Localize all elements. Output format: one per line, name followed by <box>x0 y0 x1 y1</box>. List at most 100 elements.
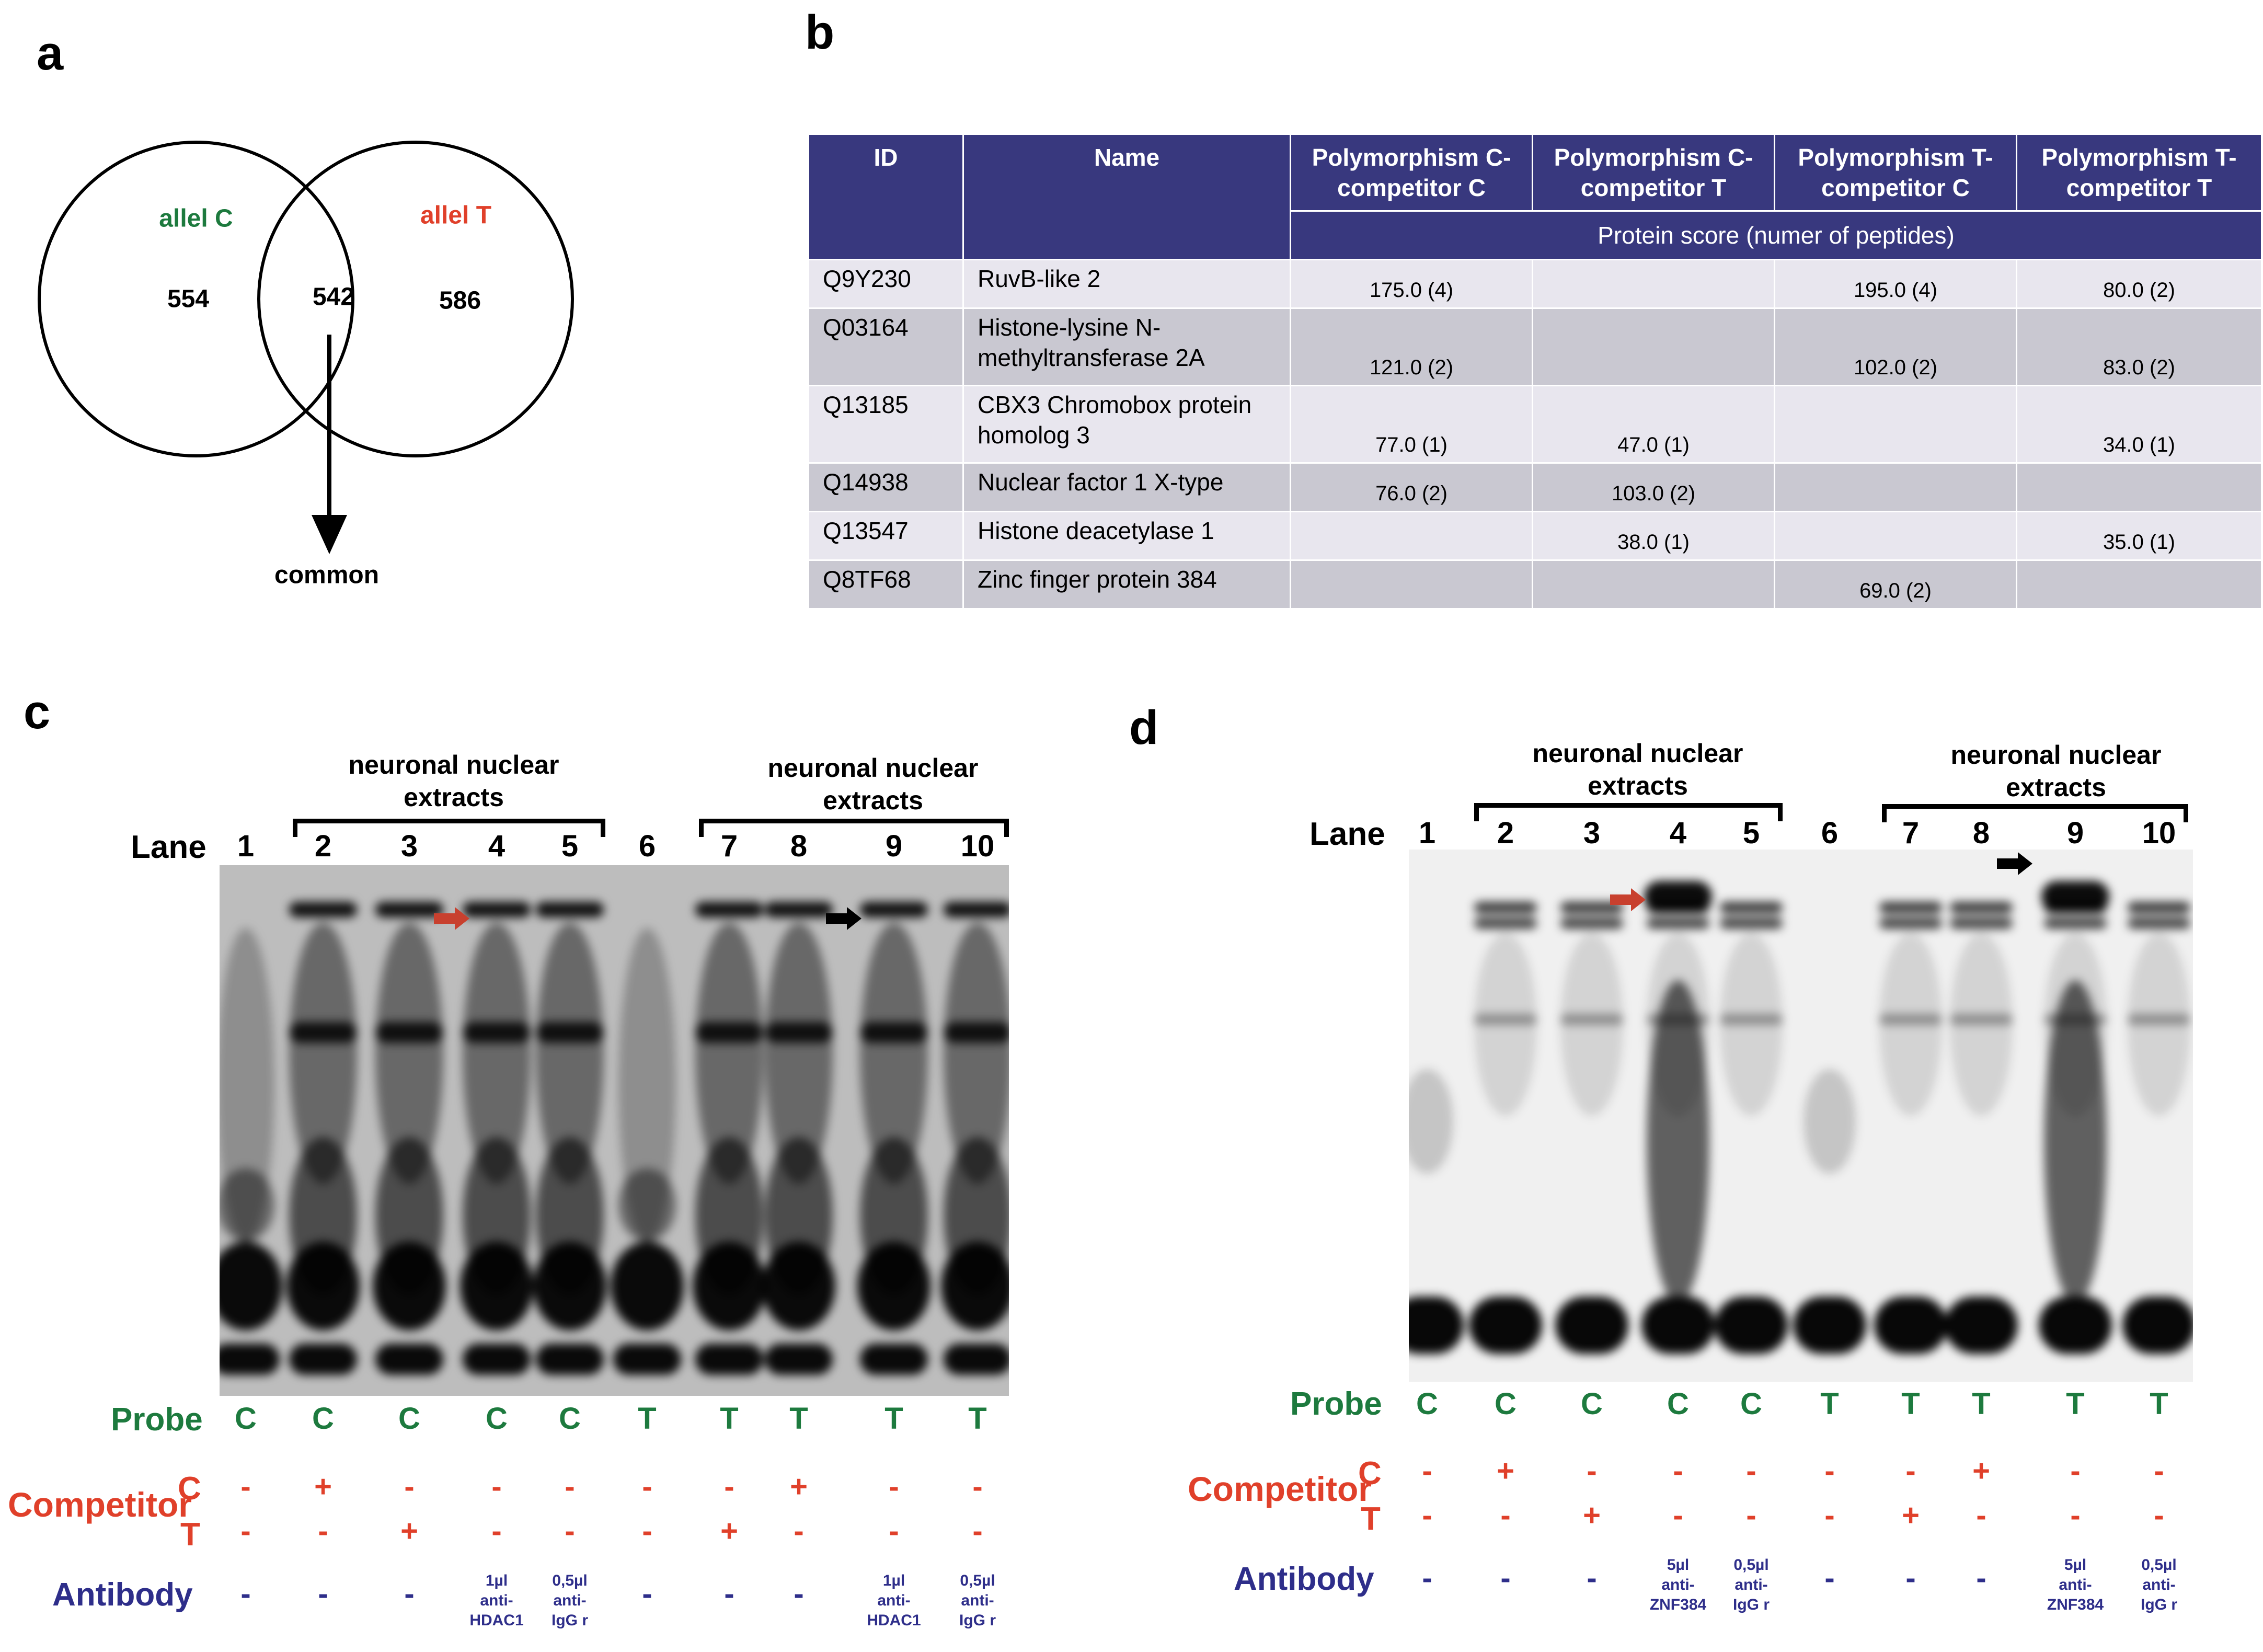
antibody-value: - <box>240 1577 251 1611</box>
gel-band <box>1879 1014 1942 1025</box>
gel-band <box>1647 917 1709 929</box>
antibody-value: - <box>1422 1561 1432 1595</box>
competitor-c-letter: C <box>178 1471 201 1507</box>
table-header-name: Name <box>962 133 1291 260</box>
gel-band <box>220 1168 274 1242</box>
lane-word: Lane <box>131 829 206 865</box>
venn-count-t: 586 <box>439 286 481 315</box>
gel-band <box>2128 902 2190 913</box>
cell-score <box>1532 259 1775 309</box>
probe-value: T <box>884 1402 903 1436</box>
competitor-t-value: - <box>2154 1498 2164 1532</box>
competitor-t-value: - <box>1824 1498 1835 1532</box>
gel-band <box>289 902 357 917</box>
competitor-t-value: + <box>400 1514 418 1548</box>
competitor-t-value: - <box>1746 1498 1756 1532</box>
gel-band <box>1720 1014 1783 1025</box>
competitor-t-value: - <box>1673 1498 1683 1532</box>
competitor-c-value: - <box>724 1470 734 1504</box>
gel-band <box>1474 902 1537 913</box>
probe-value: T <box>968 1402 987 1436</box>
gel-band <box>289 923 357 1184</box>
table-header-ct: Polymorphism C-competitor T <box>1532 133 1775 212</box>
competitor-label: Competitor <box>8 1485 192 1524</box>
competitor-label: Competitor <box>1188 1470 1372 1508</box>
competitor-c-value: - <box>972 1470 983 1504</box>
gel-band <box>220 1344 280 1375</box>
competitor-t-letter: T <box>1361 1501 1381 1537</box>
gel-band <box>1879 917 1942 929</box>
cell-score: 76.0 (2) <box>1290 462 1533 512</box>
competitor-t-value: - <box>491 1514 502 1548</box>
gel-band <box>1874 1297 1947 1354</box>
antibody-value: - <box>1587 1561 1597 1595</box>
antibody-value: 1µl anti-HDAC1 <box>867 1572 921 1629</box>
extract-bracket-left <box>1474 803 1783 821</box>
competitor-c-value: - <box>2070 1454 2081 1488</box>
gel-band <box>220 1242 282 1330</box>
lane-number: 5 <box>561 829 579 863</box>
probe-value: C <box>1667 1387 1689 1421</box>
cell-id: Q03164 <box>808 307 964 386</box>
venn-count-overlap: 542 <box>312 283 355 311</box>
antibody-value: - <box>724 1577 734 1611</box>
antibody-value: 1µl anti-HDAC1 <box>469 1572 524 1629</box>
gel-band <box>375 923 443 1184</box>
lane-number: 10 <box>2142 816 2176 850</box>
competitor-c-value: - <box>1422 1454 1432 1488</box>
cell-name: CBX3 Chromobox protein homolog 3 <box>962 385 1291 464</box>
table-row: Q03164 Histone-lysine N-methyltransferas… <box>808 307 2262 386</box>
gel-band <box>1560 902 1623 913</box>
lane-number: 2 <box>314 829 332 863</box>
cell-score <box>2016 559 2262 610</box>
panel-label-a: a <box>37 27 64 80</box>
gel-band <box>1474 917 1537 929</box>
gel-band <box>2044 980 2107 1304</box>
cell-score: 80.0 (2) <box>2016 259 2262 309</box>
table-header-tt: Polymorphism T-competitor T <box>2016 133 2262 212</box>
extract-bracket-left <box>293 819 605 837</box>
table-header-id: ID <box>808 133 964 260</box>
antibody-value: - <box>1500 1561 1511 1595</box>
gel-band <box>765 923 833 1184</box>
gel-band <box>695 923 763 1184</box>
probe-value: C <box>235 1402 257 1436</box>
competitor-c-value: - <box>565 1470 575 1504</box>
antibody-value: 5µl anti-ZNF384 <box>2047 1556 2104 1613</box>
lane-number: 2 <box>1497 816 1514 850</box>
probe-value: C <box>486 1402 508 1436</box>
antibody-value: - <box>1976 1561 1986 1595</box>
competitor-t-value: + <box>720 1514 738 1548</box>
antibody-value: 0,5µl anti-IgG r <box>959 1572 996 1629</box>
common-arrow-head <box>312 515 347 554</box>
gel-band <box>762 1242 835 1330</box>
cell-id: Q8TF68 <box>808 559 964 610</box>
competitor-c-letter: C <box>1358 1455 1382 1492</box>
gel-c-arrow-black <box>826 907 861 930</box>
lane-number: 5 <box>1742 816 1760 850</box>
cell-score: 38.0 (1) <box>1532 511 1775 561</box>
gel-band <box>1474 1014 1537 1025</box>
gel-band <box>1715 1297 1788 1354</box>
cell-score <box>1532 559 1775 610</box>
gel-band <box>1409 1297 1464 1354</box>
gel-band <box>2041 881 2109 912</box>
lane-number: 1 <box>237 829 255 863</box>
antibody-value: 0,5µl anti-IgG r <box>551 1572 588 1629</box>
gel-d-image <box>1409 850 2193 1382</box>
probe-label: Probe <box>111 1402 203 1438</box>
gel-band <box>944 1022 1009 1043</box>
gel-band <box>860 923 928 1184</box>
competitor-t-value: - <box>318 1514 328 1548</box>
cell-score <box>2016 462 2262 512</box>
gel-c-image <box>220 865 1009 1396</box>
gel-band <box>536 923 604 1184</box>
gel-d-arrow-red <box>1610 888 1646 911</box>
gel-band <box>693 1242 766 1330</box>
probe-value: T <box>1820 1387 1839 1421</box>
competitor-c-value: + <box>1972 1454 1990 1488</box>
gel-band <box>286 1242 360 1330</box>
gel-band <box>375 902 443 917</box>
gel-band <box>375 1344 443 1375</box>
venn-circle-c <box>38 141 354 457</box>
